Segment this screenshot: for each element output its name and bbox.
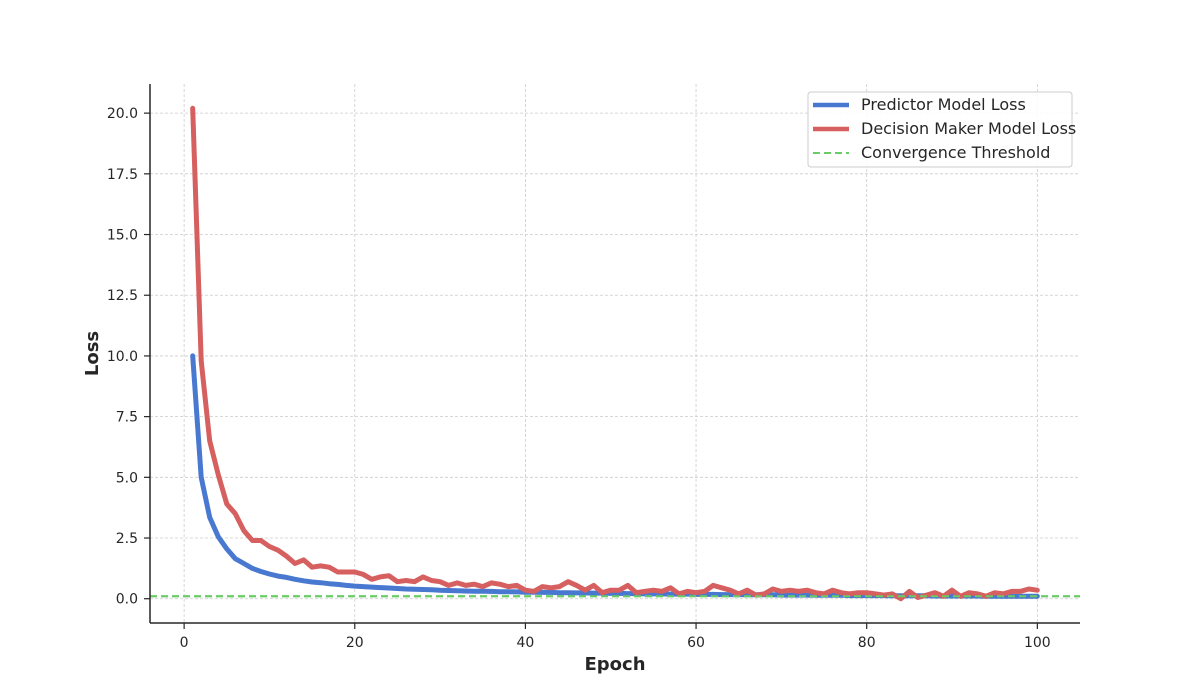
- ticks: 0 20 40 60 80 100 0.0 2.5 5.0 7.5 10.0 12.5 15.0 17.5…: [107, 106, 1051, 651]
- legend: Predictor Model Loss Decision Maker Mode…: [807, 91, 1076, 168]
- y-tick-label: 20.0: [107, 106, 138, 122]
- series-layer: [150, 105, 1080, 602]
- y-axis-label: Loss: [82, 331, 103, 376]
- grid: [150, 84, 1080, 623]
- legend-label-predictor: Predictor Model Loss: [861, 95, 1026, 114]
- y-tick-label: 10.0: [107, 349, 138, 365]
- legend-box: [807, 91, 1073, 168]
- x-axis-label: Epoch: [584, 654, 645, 675]
- y-tick-label: 5.0: [116, 470, 138, 486]
- y-tick-label: 12.5: [107, 288, 138, 304]
- y-tick-label: 2.5: [116, 531, 138, 547]
- y-tick-label: 17.5: [107, 167, 138, 183]
- x-tick-label: 20: [346, 635, 364, 651]
- x-tick-label: 80: [858, 635, 876, 651]
- legend-label-decision-maker: Decision Maker Model Loss: [861, 119, 1076, 138]
- x-tick-label: 60: [687, 635, 705, 651]
- y-tick-label: 7.5: [116, 410, 138, 426]
- y-tick-label: 0.0: [116, 592, 138, 608]
- x-tick-label: 100: [1024, 635, 1051, 651]
- y-tick-label: 15.0: [107, 228, 138, 244]
- predictor-loss-line: [190, 353, 1040, 599]
- decision-maker-loss-line: [190, 105, 1040, 602]
- x-tick-label: 0: [180, 635, 189, 651]
- x-tick-label: 40: [516, 635, 534, 651]
- legend-label-threshold: Convergence Threshold: [861, 143, 1050, 162]
